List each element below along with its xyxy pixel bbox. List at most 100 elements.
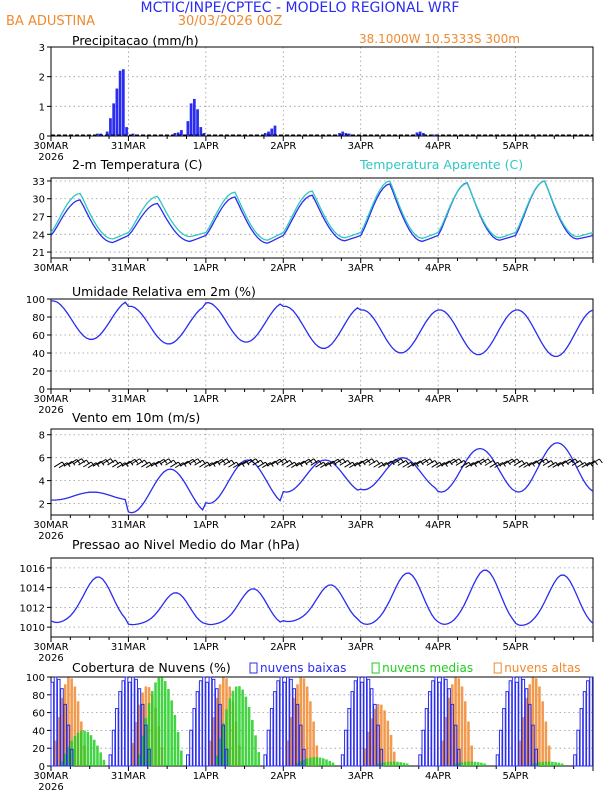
precip-bar <box>418 131 422 136</box>
x-tick-label: 2APR <box>270 520 296 531</box>
cloud-bar-altas <box>302 678 306 766</box>
cloud-bar-baixas <box>108 754 113 767</box>
cloud-bar-altas <box>215 697 219 766</box>
panel-title: Precipitacao (mm/h) <box>72 33 199 48</box>
wind-barb <box>262 462 271 469</box>
cloud-bar-baixas <box>263 754 268 767</box>
wind-barb <box>194 459 203 466</box>
cloud-bar-altas <box>292 697 296 766</box>
y-tick-label: 0 <box>39 132 45 143</box>
wind-barb <box>131 458 140 465</box>
wind-barb <box>542 460 552 466</box>
wind-barb <box>445 458 455 465</box>
x-year-label: 2026 <box>38 782 63 792</box>
wind-barb-flag <box>124 462 129 467</box>
cloud-bar-medias <box>392 761 396 766</box>
precip-bar <box>199 127 203 136</box>
cloud-bar-baixas <box>211 678 216 767</box>
cloud-bar-medias <box>180 750 183 766</box>
wind-barb <box>358 458 368 465</box>
wind-barb <box>523 462 532 468</box>
cloud-bar-medias <box>99 752 102 766</box>
wind-barb <box>228 461 237 468</box>
x-tick-label: 1APR <box>193 771 219 782</box>
cloud-bar-baixas <box>376 724 380 767</box>
precip-bar <box>180 130 183 136</box>
cloud-bar-medias <box>102 759 106 766</box>
x-tick-label: 5APR <box>502 141 528 152</box>
cloud-bar-altas <box>467 721 470 766</box>
wind-barb <box>320 462 329 469</box>
cloud-bar-medias <box>473 761 477 766</box>
chart-header-run: 30/03/2026 00Z <box>178 14 283 29</box>
precip-bar <box>189 103 193 136</box>
x-tick-label: 31MAR <box>111 263 146 274</box>
wind-barb <box>223 459 232 466</box>
wind-barb <box>528 460 537 467</box>
y-tick-label: 24 <box>32 230 45 241</box>
cloud-bar-baixas <box>60 688 64 767</box>
wind-barb <box>174 462 184 469</box>
cloud-bar-medias <box>228 698 232 766</box>
y-tick-label: 8 <box>39 431 45 442</box>
cloud-bar-medias <box>544 761 548 766</box>
cloud-bar-altas <box>373 708 377 766</box>
y-tick-label: 40 <box>32 349 45 360</box>
cloud-bar-medias <box>141 735 144 766</box>
cloud-bar-medias <box>73 735 77 766</box>
x-tick-label: 4APR <box>425 394 451 405</box>
legend-swatch-orange <box>493 662 502 674</box>
cloud-bar-medias <box>231 690 235 766</box>
cloud-bar-medias <box>376 763 380 766</box>
cloud-bar-altas <box>528 684 532 766</box>
wind-barb <box>58 462 68 469</box>
y-tick-label: 20 <box>32 367 45 378</box>
cloud-bar-altas <box>454 677 457 766</box>
precip-bar <box>105 131 109 136</box>
panel-title: Pressao ao Nivel Medio do Mar (hPa) <box>72 537 300 552</box>
cloud-bar-baixas <box>295 703 300 767</box>
x-tick-label: 3APR <box>348 771 374 782</box>
cloud-bar-medias <box>557 762 561 766</box>
wind-barb <box>179 460 189 467</box>
cloud-bar-baixas <box>224 748 229 767</box>
legend-swatch-green <box>371 662 380 674</box>
wind-barb <box>82 461 92 468</box>
wind-barb <box>208 460 218 467</box>
wind-barb <box>460 461 469 468</box>
wind-barb <box>97 458 107 465</box>
cloud-bar-altas <box>309 701 312 766</box>
y-tick-label: 21 <box>32 248 45 259</box>
cloud-bar-medias <box>247 706 251 766</box>
precip-bar <box>192 98 196 136</box>
cloud-bar-altas <box>451 684 454 766</box>
cloud-bar-baixas <box>447 688 451 767</box>
cloud-bar-baixas <box>373 703 377 767</box>
wind-barb <box>513 460 523 466</box>
cloud-bar-baixas <box>115 708 119 767</box>
wind-barb-flag <box>95 462 100 467</box>
wind-barb <box>116 462 126 469</box>
cloud-bar-medias <box>386 761 390 766</box>
wind-barb <box>170 461 179 468</box>
cloud-bar-baixas <box>131 676 135 767</box>
precip-bar <box>176 132 180 136</box>
cloud-bar-baixas <box>437 681 442 767</box>
wind-barb <box>552 462 561 468</box>
wind-barb <box>291 462 300 469</box>
cloud-bar-altas <box>441 740 444 766</box>
y-tick-label: 30 <box>32 195 45 206</box>
y-tick-label: 2 <box>39 500 45 511</box>
cloud-bar-medias <box>251 720 254 766</box>
cloud-bar-medias <box>89 735 93 766</box>
cloud-bar-baixas <box>505 691 509 767</box>
cloud-bar-altas <box>463 701 467 766</box>
wind-barb <box>160 458 169 465</box>
cloud-bar-baixas <box>534 748 539 767</box>
cloud-bar-medias <box>541 761 544 766</box>
x-tick-label: 4APR <box>425 141 451 152</box>
wind-barb <box>184 458 194 465</box>
cloud-bar-medias <box>147 703 151 766</box>
cloud-bar-altas <box>67 677 70 766</box>
cloud-bar-altas <box>289 717 293 766</box>
